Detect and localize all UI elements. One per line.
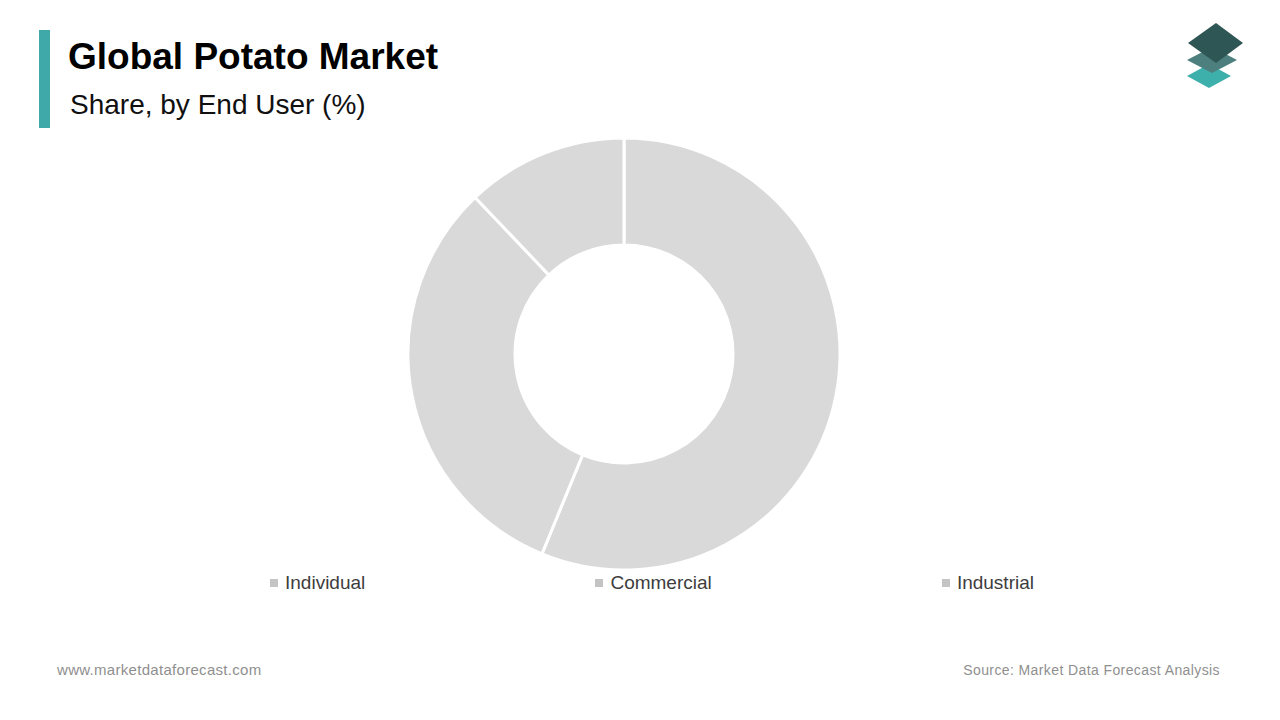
source-attribution: Source: Market Data Forecast Analysis: [963, 662, 1220, 678]
legend-label: Industrial: [957, 571, 1034, 595]
chart-legend: Individual Commercial Industrial: [270, 571, 1034, 595]
legend-item-individual: Individual: [270, 571, 365, 595]
legend-marker-icon: [942, 579, 950, 587]
donut-chart: [0, 0, 1280, 720]
legend-item-industrial: Industrial: [942, 571, 1034, 595]
legend-label: Commercial: [610, 571, 711, 595]
website-url: www.marketdataforecast.com: [57, 662, 262, 678]
legend-item-commercial: Commercial: [595, 571, 711, 595]
legend-marker-icon: [270, 579, 278, 587]
legend-marker-icon: [595, 579, 603, 587]
infographic-slide: Global Potato Market Share, by End User …: [0, 0, 1280, 720]
legend-label: Individual: [285, 571, 365, 595]
